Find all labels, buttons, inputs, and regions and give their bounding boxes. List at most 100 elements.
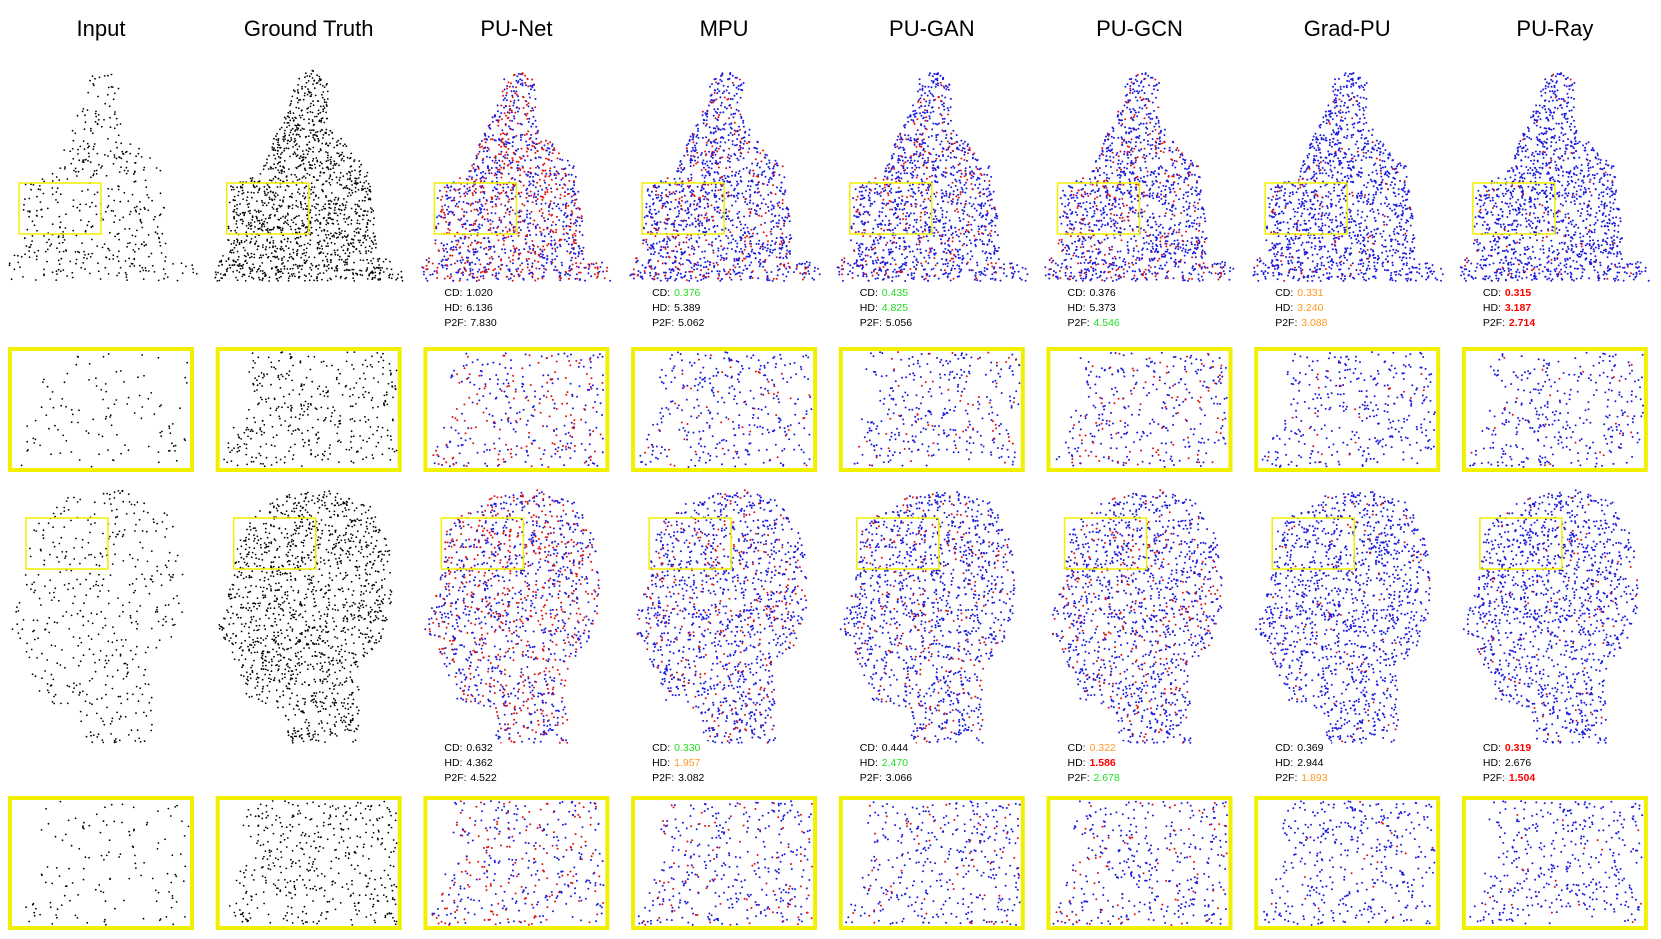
point xyxy=(367,172,369,174)
point xyxy=(278,144,280,146)
point xyxy=(325,620,327,622)
point xyxy=(344,270,346,272)
point xyxy=(335,197,337,199)
point xyxy=(26,642,28,644)
point xyxy=(315,157,317,159)
point xyxy=(375,446,377,448)
point xyxy=(324,101,326,103)
point xyxy=(286,122,288,124)
point xyxy=(72,277,74,279)
point xyxy=(263,223,265,225)
point xyxy=(299,414,301,416)
point xyxy=(100,278,102,280)
point xyxy=(329,182,331,184)
point xyxy=(257,603,259,605)
point xyxy=(248,650,250,652)
point xyxy=(143,862,145,864)
point xyxy=(292,128,294,130)
point xyxy=(253,384,255,386)
point xyxy=(241,631,243,633)
point xyxy=(368,183,370,185)
point xyxy=(309,244,311,246)
point xyxy=(146,194,148,196)
point xyxy=(375,912,377,914)
point xyxy=(267,607,269,609)
point xyxy=(246,529,248,531)
point xyxy=(339,651,341,653)
point xyxy=(319,691,321,693)
point xyxy=(319,625,321,627)
point xyxy=(339,209,341,211)
point xyxy=(169,450,171,452)
point xyxy=(377,426,379,428)
point xyxy=(299,665,301,667)
point xyxy=(385,258,387,260)
point xyxy=(166,528,168,530)
point xyxy=(333,514,335,516)
point xyxy=(322,640,324,642)
point xyxy=(282,201,284,203)
point xyxy=(314,601,316,603)
point xyxy=(113,221,115,223)
point xyxy=(52,679,54,681)
point xyxy=(265,880,267,882)
point xyxy=(89,363,91,365)
point xyxy=(292,738,294,740)
point xyxy=(351,269,353,271)
point xyxy=(280,872,282,874)
point xyxy=(377,571,379,573)
point xyxy=(109,416,111,418)
point xyxy=(306,377,308,379)
point xyxy=(351,692,353,694)
point xyxy=(369,553,371,555)
point xyxy=(288,148,290,150)
point xyxy=(270,590,272,592)
point xyxy=(334,505,336,507)
point xyxy=(151,628,153,630)
point xyxy=(42,178,44,180)
point xyxy=(302,525,304,527)
point xyxy=(248,825,250,827)
point xyxy=(337,563,339,565)
point xyxy=(330,731,332,733)
point xyxy=(286,826,288,828)
point xyxy=(273,437,275,439)
point xyxy=(328,645,330,647)
point xyxy=(68,628,70,630)
point xyxy=(118,156,120,158)
point xyxy=(344,214,346,216)
point xyxy=(340,498,342,500)
point xyxy=(237,265,239,267)
point xyxy=(64,381,66,383)
point xyxy=(228,226,230,228)
point xyxy=(95,377,97,379)
point xyxy=(365,590,367,592)
point xyxy=(319,568,321,570)
point xyxy=(269,922,271,924)
point xyxy=(88,432,90,434)
point xyxy=(286,846,288,848)
point xyxy=(289,497,291,499)
point xyxy=(268,546,270,548)
point xyxy=(141,417,143,419)
point xyxy=(275,819,277,821)
point xyxy=(135,244,137,246)
point xyxy=(243,578,245,580)
point xyxy=(363,585,365,587)
point xyxy=(289,703,291,705)
point xyxy=(352,741,354,743)
point xyxy=(266,222,268,224)
point xyxy=(292,534,294,536)
point xyxy=(293,617,295,619)
point xyxy=(382,373,384,375)
point xyxy=(314,886,316,888)
point xyxy=(72,230,74,232)
point xyxy=(91,466,93,468)
point xyxy=(303,175,305,177)
point xyxy=(305,235,307,237)
point xyxy=(351,208,353,210)
point xyxy=(48,692,50,694)
point-cloud xyxy=(214,70,403,282)
point xyxy=(135,180,137,182)
point xyxy=(306,869,308,871)
